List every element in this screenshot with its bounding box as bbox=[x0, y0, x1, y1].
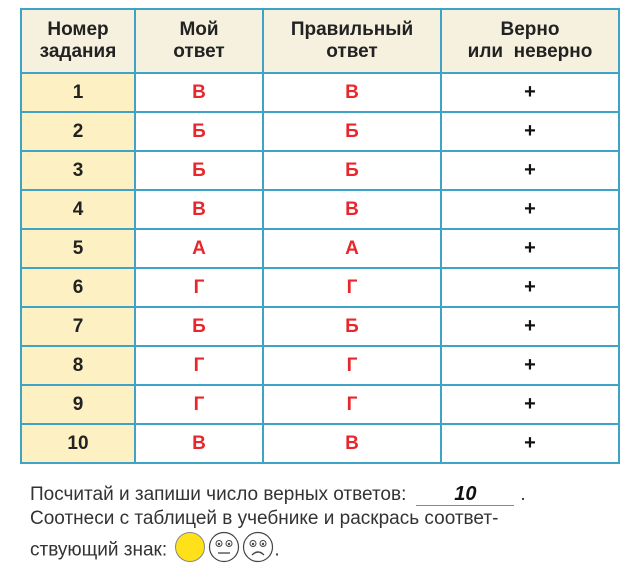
instruction-line-sign: ствующий знак: . bbox=[30, 531, 622, 563]
correct-answer: В bbox=[262, 72, 442, 113]
task-number: 8 bbox=[20, 345, 136, 386]
task-number: 6 bbox=[20, 267, 136, 308]
correct-answer: Б bbox=[262, 306, 442, 347]
my-answer: Г bbox=[134, 384, 264, 425]
verdict-mark: + bbox=[440, 228, 620, 269]
my-answer: А bbox=[134, 228, 264, 269]
header-my-answer-line2: ответ bbox=[173, 41, 225, 62]
table-row: 10 В В + bbox=[20, 423, 620, 464]
header-verdict-line1: Верно bbox=[500, 19, 560, 40]
task-number: 4 bbox=[20, 189, 136, 230]
table-row: 7 Б Б + bbox=[20, 306, 620, 347]
table-row: 8 Г Г + bbox=[20, 345, 620, 386]
table-row: 5 А А + bbox=[20, 228, 620, 269]
verdict-mark: + bbox=[440, 111, 620, 152]
my-answer: В bbox=[134, 72, 264, 113]
correct-answer: Б bbox=[262, 150, 442, 191]
instruction-line-count: Посчитай и запиши число верных ответов: 1… bbox=[30, 483, 622, 507]
correct-count-field[interactable]: 10 bbox=[416, 483, 515, 506]
correct-answer: Г bbox=[262, 267, 442, 308]
filled-circle-icon[interactable] bbox=[174, 531, 206, 570]
my-answer: Г bbox=[134, 345, 264, 386]
task-number: 1 bbox=[20, 72, 136, 113]
table-row: 4 В В + bbox=[20, 189, 620, 230]
my-answer: Б bbox=[134, 306, 264, 347]
header-verdict: Верно или неверно bbox=[440, 8, 620, 74]
correct-answer: Г bbox=[262, 384, 442, 425]
verdict-mark: + bbox=[440, 306, 620, 347]
instruction-line-compare: Соотнеси с таблицей в учебнике и раскрас… bbox=[30, 507, 622, 531]
table-row: 1 В В + bbox=[20, 72, 620, 113]
table-body: 1 В В + 2 Б Б + 3 Б Б + 4 В В + 5 А А + bbox=[20, 72, 620, 464]
instructions: Посчитай и запиши число верных ответов: 1… bbox=[30, 483, 622, 563]
correct-answer: Г bbox=[262, 345, 442, 386]
correct-answer: В bbox=[262, 423, 442, 464]
verdict-mark: + bbox=[440, 267, 620, 308]
table-header: Номер задания Мой ответ Правильный ответ… bbox=[20, 8, 620, 74]
verdict-mark: + bbox=[440, 189, 620, 230]
verdict-mark: + bbox=[440, 423, 620, 464]
header-correct-answer: Правильный ответ bbox=[262, 8, 442, 74]
my-answer: В bbox=[134, 189, 264, 230]
header-number: Номер задания bbox=[20, 8, 136, 74]
table-row: 2 Б Б + bbox=[20, 111, 620, 152]
table-row: 9 Г Г + bbox=[20, 384, 620, 425]
header-my-answer-line1: Мой bbox=[179, 19, 219, 40]
my-answer: Б bbox=[134, 111, 264, 152]
verdict-mark: + bbox=[440, 345, 620, 386]
table-row: 6 Г Г + bbox=[20, 267, 620, 308]
header-correct-answer-line1: Правильный bbox=[290, 19, 414, 40]
task-number: 9 bbox=[20, 384, 136, 425]
count-prompt: Посчитай и запиши число верных ответов: bbox=[30, 484, 407, 505]
correct-answer: Б bbox=[262, 111, 442, 152]
verdict-mark: + bbox=[440, 150, 620, 191]
header-my-answer: Мой ответ bbox=[134, 8, 264, 74]
answers-table: Номер задания Мой ответ Правильный ответ… bbox=[20, 8, 620, 464]
correct-answer: А bbox=[262, 228, 442, 269]
sad-face-icon[interactable] bbox=[242, 531, 274, 570]
header-number-line1: Номер bbox=[47, 19, 109, 40]
header-correct-answer-line2: ответ bbox=[326, 41, 378, 62]
verdict-mark: + bbox=[440, 72, 620, 113]
correct-answer: В bbox=[262, 189, 442, 230]
compare-prompt: Соотнеси с таблицей в учебнике и раскрас… bbox=[30, 508, 499, 529]
header-number-line2: задания bbox=[39, 41, 117, 62]
header-verdict-line2: или неверно bbox=[467, 41, 593, 62]
task-number: 3 bbox=[20, 150, 136, 191]
task-number: 10 bbox=[20, 423, 136, 464]
task-number: 2 bbox=[20, 111, 136, 152]
table-row: 3 Б Б + bbox=[20, 150, 620, 191]
neutral-face-icon[interactable] bbox=[208, 531, 240, 570]
verdict-mark: + bbox=[440, 384, 620, 425]
header-row: Номер задания Мой ответ Правильный ответ… bbox=[20, 8, 620, 74]
sign-period: . bbox=[274, 539, 280, 561]
count-period: . bbox=[520, 484, 526, 505]
sign-prompt: ствующий знак: bbox=[30, 539, 168, 561]
my-answer: В bbox=[134, 423, 264, 464]
task-number: 7 bbox=[20, 306, 136, 347]
my-answer: Г bbox=[134, 267, 264, 308]
my-answer: Б bbox=[134, 150, 264, 191]
task-number: 5 bbox=[20, 228, 136, 269]
